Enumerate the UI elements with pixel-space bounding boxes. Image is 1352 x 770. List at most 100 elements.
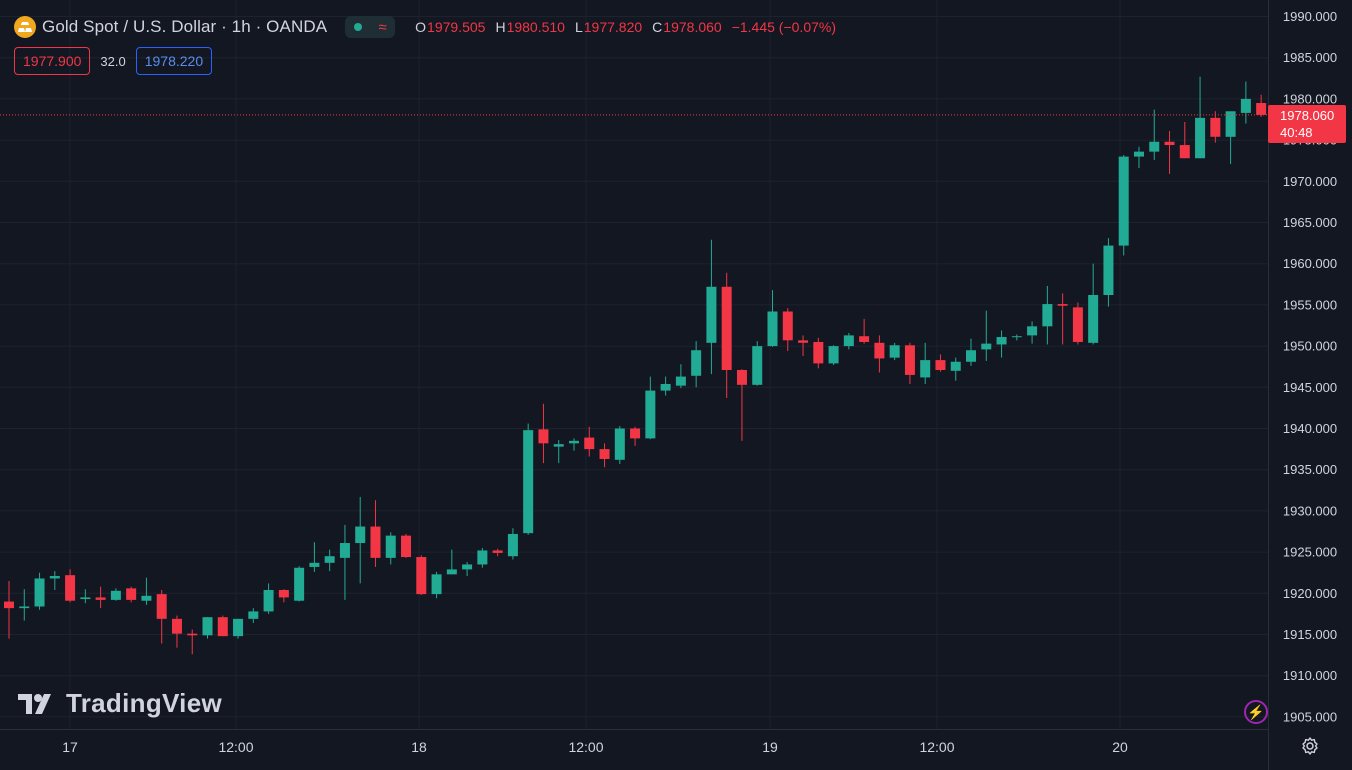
- candle-body[interactable]: [4, 601, 14, 609]
- candle-body[interactable]: [752, 346, 763, 385]
- candle-body[interactable]: [966, 350, 977, 362]
- candle-body[interactable]: [65, 575, 76, 601]
- candle-body[interactable]: [95, 597, 106, 600]
- candle-body[interactable]: [859, 336, 870, 342]
- candle-body[interactable]: [263, 590, 274, 612]
- candle-body[interactable]: [935, 360, 946, 370]
- candle-body[interactable]: [477, 550, 488, 565]
- candle-body[interactable]: [233, 618, 244, 637]
- candle-body[interactable]: [813, 341, 824, 364]
- candle-body[interactable]: [126, 588, 137, 600]
- candle-body[interactable]: [34, 578, 45, 607]
- candle-body[interactable]: [385, 535, 396, 558]
- candle-body[interactable]: [1210, 117, 1221, 137]
- candle-body[interactable]: [553, 444, 564, 447]
- candle-body[interactable]: [996, 337, 1007, 345]
- candle-body[interactable]: [843, 335, 854, 347]
- candle-body[interactable]: [1103, 245, 1114, 296]
- candle-body[interactable]: [1225, 111, 1236, 137]
- candle-body[interactable]: [278, 590, 289, 598]
- price-tick-label: 1910.000: [1283, 668, 1337, 683]
- time-axis[interactable]: 17 12:00 18 12:00 19 12:00 20: [62, 739, 1128, 755]
- candle-body[interactable]: [1027, 326, 1038, 336]
- candle-body[interactable]: [202, 617, 213, 636]
- candle-body[interactable]: [645, 390, 656, 439]
- candle-body[interactable]: [217, 617, 228, 637]
- candle-body[interactable]: [1011, 336, 1022, 338]
- candle-body[interactable]: [1072, 307, 1083, 342]
- candle-body[interactable]: [798, 340, 809, 343]
- price-tick-label: 1960.000: [1283, 256, 1337, 271]
- candle-body[interactable]: [736, 369, 747, 385]
- candle-body[interactable]: [355, 526, 366, 544]
- market-status-pill[interactable]: ≈: [345, 16, 396, 38]
- candle-body[interactable]: [462, 564, 473, 570]
- candle-body[interactable]: [1088, 295, 1099, 343]
- candle-body[interactable]: [248, 611, 259, 619]
- candle-body[interactable]: [431, 574, 442, 595]
- candle-body[interactable]: [538, 429, 549, 444]
- candle-body[interactable]: [599, 449, 610, 459]
- candle-body[interactable]: [507, 533, 518, 557]
- candle-body[interactable]: [1256, 103, 1267, 115]
- candle-body[interactable]: [110, 590, 121, 600]
- candle-body[interactable]: [492, 550, 503, 553]
- candle-body[interactable]: [1240, 98, 1251, 113]
- candle-body[interactable]: [80, 597, 91, 600]
- candle-body[interactable]: [187, 633, 198, 636]
- candle-body[interactable]: [141, 595, 152, 601]
- candle-body[interactable]: [721, 286, 732, 370]
- candle-body[interactable]: [1118, 156, 1129, 246]
- ohlc-values: O1979.505 H1980.510 L1977.820 C1978.060 …: [415, 19, 836, 35]
- candle-body[interactable]: [904, 345, 915, 375]
- candle-body[interactable]: [675, 376, 686, 386]
- candle-body[interactable]: [1195, 117, 1206, 159]
- candle-body[interactable]: [660, 384, 671, 391]
- tradingview-watermark[interactable]: TradingView: [18, 688, 222, 719]
- gold-logo-icon[interactable]: [14, 16, 36, 38]
- candle-body[interactable]: [339, 543, 350, 558]
- candle-body[interactable]: [630, 428, 641, 439]
- candle-body[interactable]: [309, 562, 320, 567]
- candle-body[interactable]: [1149, 141, 1160, 152]
- symbol-title[interactable]: Gold Spot / U.S. Dollar · 1h · OANDA: [42, 17, 328, 36]
- candle-body[interactable]: [1042, 304, 1053, 327]
- candle-body[interactable]: [1133, 151, 1144, 157]
- candle-body[interactable]: [782, 311, 793, 341]
- price-tick-label: 1980.000: [1283, 91, 1337, 106]
- candle-body[interactable]: [324, 556, 335, 563]
- candle-body[interactable]: [950, 361, 961, 371]
- candle-body[interactable]: [370, 526, 381, 558]
- candle-body[interactable]: [691, 350, 702, 376]
- candle-body[interactable]: [294, 567, 305, 601]
- candle-body[interactable]: [171, 618, 182, 634]
- candle-body[interactable]: [446, 569, 457, 575]
- candle-body[interactable]: [584, 437, 595, 450]
- candle-body[interactable]: [568, 440, 579, 444]
- candle-body[interactable]: [49, 575, 60, 579]
- price-tick-label: 1905.000: [1283, 709, 1337, 724]
- candle-body[interactable]: [1057, 304, 1068, 306]
- buy-price-button[interactable]: 1978.220: [135, 47, 213, 75]
- candle-body[interactable]: [416, 557, 427, 595]
- candle-body[interactable]: [828, 346, 839, 364]
- candle-body[interactable]: [767, 311, 778, 347]
- candle-body[interactable]: [1164, 141, 1175, 146]
- candle-body[interactable]: [1179, 145, 1190, 159]
- flash-icon[interactable]: ⚡: [1244, 700, 1268, 724]
- candle-body[interactable]: [920, 360, 931, 378]
- candle-body[interactable]: [614, 428, 625, 460]
- candle-body[interactable]: [523, 430, 534, 534]
- settings-gear-icon[interactable]: [1300, 736, 1320, 756]
- tradingview-logo-icon: [18, 693, 51, 714]
- candle-body[interactable]: [981, 343, 992, 350]
- candle-body[interactable]: [889, 345, 900, 358]
- price-axis[interactable]: 1990.0001985.0001980.0001975.0001970.000…: [1283, 9, 1337, 724]
- sell-price-button[interactable]: 1977.900: [14, 47, 91, 75]
- candle-body[interactable]: [156, 594, 167, 619]
- candle-body[interactable]: [874, 342, 885, 359]
- candle-body[interactable]: [706, 286, 717, 343]
- candle-body[interactable]: [19, 606, 30, 609]
- candle-body[interactable]: [401, 535, 412, 558]
